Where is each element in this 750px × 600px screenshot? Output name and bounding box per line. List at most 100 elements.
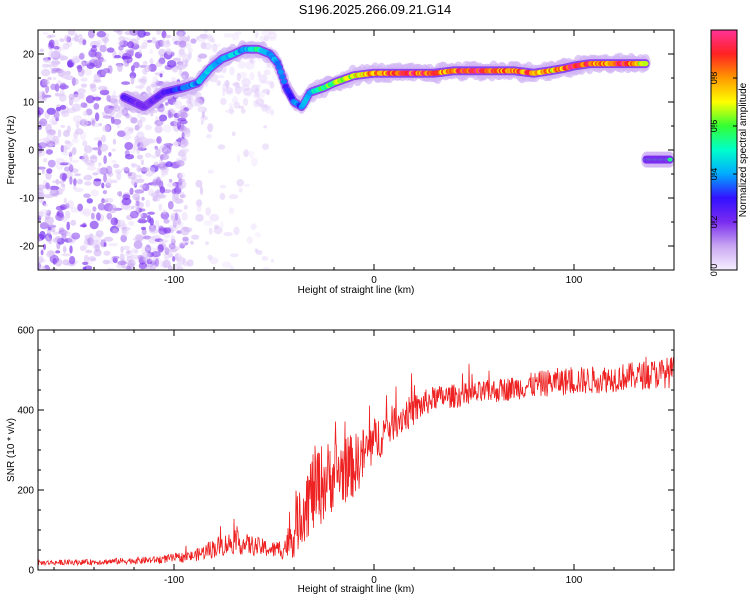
spectrogram-cell [200,119,204,125]
spectrogram-cell [216,80,221,86]
spectrogram-cell [66,221,70,231]
spectrogram-cell [106,212,113,220]
spectrogram-cell [133,240,143,250]
spectrogram-cell [228,103,234,107]
spectrogram-cell [113,30,121,33]
spectrogram-cell [88,49,97,58]
spectrogram-cell [263,69,271,76]
spectrogram-cell [120,234,127,243]
spectrogram-cell [92,206,97,212]
spectrogram-cell [156,30,162,36]
spectrogram-cell [98,123,103,127]
spectrogram-cell [154,190,162,194]
spectrogram-cell [85,95,95,104]
x-tick-label: -100 [164,575,184,586]
spectrogram-cell [114,55,121,59]
spectrogram-cell [49,189,60,196]
spectrogram-cell [149,49,153,55]
spectrogram-cell [74,128,84,135]
spectrogram-cell [93,103,100,110]
spectrogram-cell [229,106,234,115]
spectrogram-cell [127,259,136,268]
spectrogram-cell [80,77,88,82]
spectrogram-cell [265,107,272,114]
spectrogram-cell [172,209,183,213]
spectrogram-cell [103,250,111,256]
spectrogram-cell [67,161,72,165]
spectrogram-cell [50,83,57,91]
spectrogram-cell [84,181,92,186]
spectrogram-cell [183,204,188,210]
snr-series-line [38,356,674,567]
spectrogram-cell [167,60,177,68]
spectrogram-cell [99,89,110,96]
spectrogram-cell [176,121,182,130]
spectrogram-cell [127,41,135,49]
spectrogram-cell [64,34,70,43]
spectrogram-cell [112,138,116,145]
spectrogram-cell [72,32,78,36]
spectrogram-cell [55,106,62,112]
spectrogram-cell [157,244,164,253]
spectrogram-cell [98,58,107,63]
spectrogram-cell [80,83,88,88]
spectrogram-cell [105,165,113,175]
spectrogram-cell [177,172,183,180]
spectrogram-cell [98,85,108,91]
spectrogram-ridge-core [279,74,286,80]
spectrogram-cell [95,230,104,238]
spectrogram-cell [140,159,144,166]
spectrogram-cell [53,39,59,48]
y-tick-label: 600 [17,326,34,337]
spectrogram-cell [58,93,67,102]
colorbar: 0.0 0.2 0.4 0.6 0.8 Normalized spectral ampl… [709,29,749,277]
spectrogram-cell [111,148,116,152]
spectrogram-cell [50,70,57,74]
spectrogram-cell [135,174,143,178]
spectrogram-cell [164,253,169,261]
spectrogram-cell [129,210,139,219]
spectrogram-cell [108,152,112,157]
spectrogram-cell [249,71,255,81]
spectrogram-cell [84,67,92,76]
spectrogram-cell [67,30,76,36]
spectrogram-cell [168,178,173,183]
spectrogram-cell [228,207,235,215]
spectrogram-cell [90,117,97,126]
spectrogram-cell [117,63,123,72]
spectrogram-cell [180,226,190,236]
spectrogram-cell [43,157,48,163]
spectrogram-cell [94,112,100,122]
spectrogram-cell [208,227,213,235]
spectrogram-cell [63,197,68,204]
spectrogram-cell [71,232,81,240]
spectrogram-cell [130,117,138,124]
colorbar-tick-label: 0.0 [709,264,719,277]
spectrogram-cell [171,193,176,202]
spectrogram-cell [217,144,226,150]
spectrogram-cell [137,30,146,38]
spectrogram-cell [45,85,50,94]
spectrogram-cell [92,172,99,176]
spectrogram-cell [178,53,183,58]
spectrogram-cell [199,186,204,195]
spectrogram-cell [137,119,143,129]
spectrogram-cell [111,98,120,106]
spectrogram-cell [139,213,144,217]
spectrogram-cell [159,114,168,122]
spectrogram-cell [178,180,187,189]
spectrogram-cell [135,200,140,207]
spectrogram-cell [118,45,124,51]
spectrogram-cell [155,62,163,67]
spectrogram-cell [102,259,111,265]
spectrogram-cell [242,87,253,96]
spectrogram-cell [43,264,51,270]
spectrogram-cell [170,212,180,221]
spectrogram-cell [65,146,71,150]
spectrogram-cell [93,137,103,141]
spectrogram-cell [164,34,172,39]
spectrogram-cell [38,192,46,198]
spectrogram-cell [266,91,270,96]
spectrogram-cell [41,68,51,77]
